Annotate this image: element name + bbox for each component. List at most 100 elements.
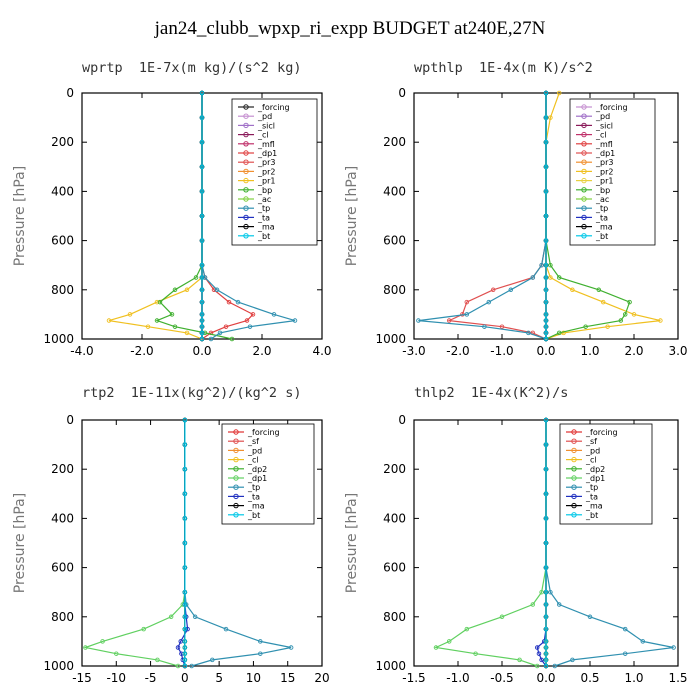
legend-label-ta: _ta (585, 492, 598, 501)
x-tick-label: 3.0 (668, 344, 687, 358)
data-point-bt (543, 90, 549, 96)
legend-marker (243, 104, 249, 110)
data-point-bt (199, 90, 205, 96)
data-point-tp (556, 602, 562, 607)
legend-label-pr3: _pr3 (257, 158, 275, 167)
legend-marker (243, 122, 249, 129)
legend-label-forcing: _forcing (595, 103, 628, 112)
y-tick-label: 400 (51, 511, 74, 525)
legend-marker (233, 447, 239, 454)
legend-marker (243, 131, 249, 138)
legend-marker (571, 512, 577, 518)
x-tick-label: -4.0 (70, 344, 93, 358)
x-tick-label: -10 (106, 671, 126, 685)
x-tick-label: -1.5 (402, 671, 425, 685)
data-point-tp (570, 657, 575, 663)
data-point-tp (210, 657, 215, 663)
data-point-bt (543, 589, 549, 595)
data-point-bt (543, 645, 549, 650)
legend-label-ma: _ma (595, 223, 613, 232)
x-tick-label: -1.0 (446, 671, 469, 685)
legend-label-tp: _tp (585, 483, 598, 492)
x-tick-label: 10 (246, 671, 261, 685)
data-point-bt (543, 115, 549, 120)
data-point-pr2 (556, 90, 562, 96)
data-point-bt (543, 139, 549, 145)
panel-title-wpthlp: wpthlp 1E-4x(m K)/s^2 (414, 60, 593, 76)
data-point-dp1 (83, 645, 88, 650)
x-tick-label: -2.0 (130, 344, 153, 358)
legend-label-dp2: _dp2 (247, 465, 267, 474)
data-point-bt (199, 312, 205, 317)
legend-label-pd: _pd (585, 446, 600, 455)
data-point-bt (199, 324, 205, 329)
data-point-bt (182, 516, 188, 521)
data-point-bt (199, 299, 205, 305)
x-tick-label: 0.0 (192, 344, 211, 358)
legend-label-dp1: _dp1 (585, 474, 605, 483)
data-point-bt (199, 262, 205, 268)
data-point-bt (543, 602, 549, 607)
legend-marker (581, 168, 587, 175)
data-point-bt (543, 651, 549, 656)
x-tick-label: 1.0 (624, 671, 643, 685)
legend-marker (581, 113, 587, 119)
data-point-bt (182, 639, 188, 644)
legend-label-pd: _pd (595, 112, 610, 121)
data-point-bp (548, 262, 553, 268)
x-tick-label: 15 (280, 671, 295, 685)
legend-label-ma: _ma (585, 502, 603, 511)
data-point-bp (556, 330, 562, 336)
legend-label-ma: _ma (247, 502, 265, 511)
data-point-dp1 (226, 299, 232, 305)
data-point-tp (235, 299, 241, 305)
legend-marker (571, 484, 577, 490)
data-point-tp (539, 262, 544, 268)
legend-marker (571, 438, 577, 444)
data-point-tp (288, 645, 294, 650)
y-tick-label: 0 (66, 86, 74, 100)
data-point-bt (543, 324, 549, 329)
x-tick-label: 0.0 (536, 671, 555, 685)
data-point-tp (622, 626, 628, 632)
chart-panel-wprtp: -4.0 -2.0 0.0 2.0 4.0 0 200 400 600 800 1000 Pressu… (12, 86, 332, 358)
data-point-dp1 (141, 626, 146, 632)
legend-marker (243, 177, 249, 184)
data-point-ta (536, 651, 542, 656)
data-point-bp (622, 312, 628, 317)
y-tick-label: 1000 (375, 332, 406, 346)
data-point-bt (543, 318, 549, 323)
legend-marker (571, 466, 577, 472)
data-point-dp1 (499, 324, 505, 329)
y-tick-label: 200 (51, 462, 74, 476)
panel-title-rtp2: rtp2 1E-11x(kg^2)/(kg^2 s) (82, 385, 302, 401)
legend-label-ta: _ta (595, 213, 608, 222)
data-point-bt (199, 213, 205, 219)
data-point-dp1 (490, 287, 496, 293)
legend-marker (581, 141, 587, 147)
data-point-bt (543, 330, 549, 336)
legend-label-dp1: _dp1 (247, 474, 267, 483)
data-point-dp1 (211, 287, 217, 293)
legend-label-ta: _ta (257, 213, 270, 222)
legend-marker (243, 223, 249, 230)
data-point-tp (548, 589, 553, 595)
legend-marker (581, 122, 587, 129)
data-point-bt (543, 287, 549, 293)
data-point-bt (182, 565, 188, 570)
data-point-tp (486, 299, 492, 305)
data-point-tp (214, 287, 220, 293)
x-tick-label: 5 (215, 671, 223, 685)
legend-label-sf: _sf (585, 437, 597, 446)
data-point-ta (534, 645, 540, 650)
x-tick-label: -0.5 (490, 671, 513, 685)
data-point-bt (543, 466, 549, 472)
data-point-bp (193, 275, 199, 280)
series-line-dp1 (447, 93, 547, 340)
legend-marker (581, 187, 587, 193)
legend-marker (571, 502, 577, 509)
legend-label-ac: _ac (595, 195, 609, 204)
legend-marker (571, 456, 577, 463)
y-tick-label: 800 (383, 610, 406, 624)
data-point-bt (543, 238, 549, 243)
